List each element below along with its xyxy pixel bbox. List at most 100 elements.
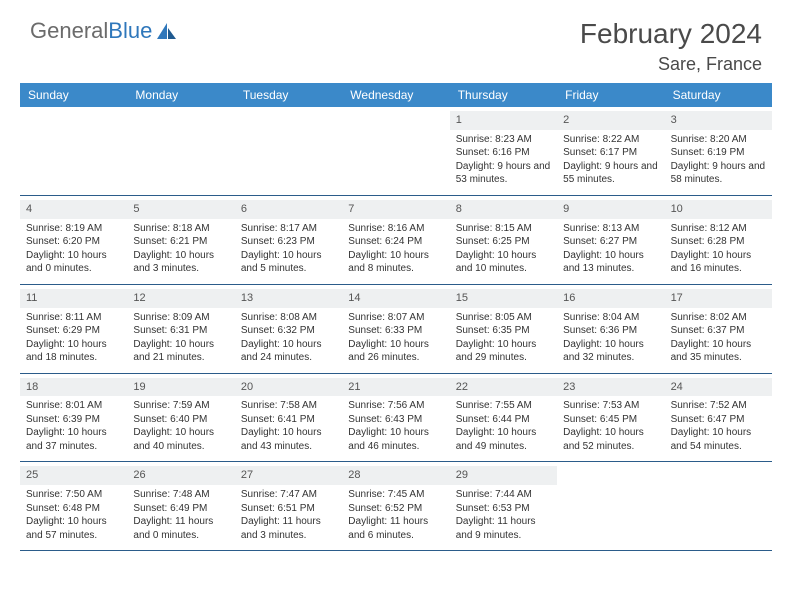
sunset-text: Sunset: 6:17 PM	[563, 146, 658, 160]
day-number: 16	[557, 289, 664, 308]
sunrise-text: Sunrise: 7:48 AM	[133, 488, 228, 502]
day-number: 19	[127, 378, 234, 397]
sunrise-text: Sunrise: 7:52 AM	[671, 399, 766, 413]
sunset-text: Sunset: 6:19 PM	[671, 146, 766, 160]
logo-word2: Blue	[108, 18, 152, 44]
week-row: 11 Sunrise: 8:11 AMSunset: 6:29 PM Dayligh…	[20, 285, 772, 374]
day-cell: 20 Sunrise: 7:58 AMSunset: 6:41 PMDayligh…	[235, 374, 342, 462]
logo-sail-icon	[156, 22, 178, 40]
daylight-text: Daylight: 9 hours and 55 minutes.	[563, 160, 658, 187]
daylight-text: Daylight: 10 hours and 24 minutes.	[241, 338, 336, 365]
daylight-text: Daylight: 10 hours and 16 minutes.	[671, 249, 766, 276]
day-cell: 16Sunrise: 8:04 AMSunset: 6:36 PMDayligh…	[557, 285, 664, 373]
day-number: 10	[665, 200, 772, 219]
sunrise-text: Sunrise: 7:50 AM	[26, 488, 121, 502]
day-number: 23	[557, 378, 664, 397]
day-number: 29	[450, 466, 557, 485]
logo-word1: General	[30, 18, 108, 44]
day-cell: 7Sunrise: 8:16 AMSunset: 6:24 PMDaylight…	[342, 196, 449, 284]
day-header-mon: Monday	[127, 83, 234, 107]
daylight-text: Daylight: 10 hours and 43 minutes.	[241, 426, 336, 453]
sunset-text: Sunset: 6:21 PM	[133, 235, 228, 249]
day-number: 9	[557, 200, 664, 219]
sunset-text: Sunset: 6:24 PM	[348, 235, 443, 249]
day-number: 14	[342, 289, 449, 308]
sunset-text: Sunset: 6:49 PM	[133, 502, 228, 516]
day-number: 12	[127, 289, 234, 308]
day-cell	[342, 107, 449, 195]
sunrise-text: Sunrise: 8:08 AM	[241, 311, 336, 325]
sunrise-text: Sunrise: 8:20 AM	[671, 133, 766, 147]
sunset-text: Sunset: 6:39 PM	[26, 413, 121, 427]
day-cell	[127, 107, 234, 195]
day-cell: 3Sunrise: 8:20 AMSunset: 6:19 PMDaylight…	[665, 107, 772, 195]
sunset-text: Sunset: 6:40 PM	[133, 413, 228, 427]
week-row: 25Sunrise: 7:50 AMSunset: 6:48 PMDayligh…	[20, 462, 772, 551]
day-cell: 28Sunrise: 7:45 AMSunset: 6:52 PMDayligh…	[342, 462, 449, 550]
calendar: Sunday Monday Tuesday Wednesday Thursday…	[20, 83, 772, 551]
day-cell	[235, 107, 342, 195]
title-block: February 2024 Sare, France	[580, 18, 762, 75]
week-row: 1Sunrise: 8:23 AMSunset: 6:16 PMDaylight…	[20, 107, 772, 196]
daylight-text: Daylight: 10 hours and 49 minutes.	[456, 426, 551, 453]
day-cell: 26 Sunrise: 7:48 AMSunset: 6:49 PMDayligh…	[127, 462, 234, 550]
logo: GeneralBlue	[30, 18, 178, 44]
sunrise-text: Sunrise: 7:56 AM	[348, 399, 443, 413]
sunset-text: Sunset: 6:28 PM	[671, 235, 766, 249]
day-cell: 15Sunrise: 8:05 AMSunset: 6:35 PMDayligh…	[450, 285, 557, 373]
day-cell: 18 Sunrise: 8:01 AMSunset: 6:39 PMDayligh…	[20, 374, 127, 462]
daylight-text: Daylight: 10 hours and 3 minutes.	[133, 249, 228, 276]
month-title: February 2024	[580, 18, 762, 50]
daylight-text: Daylight: 9 hours and 58 minutes.	[671, 160, 766, 187]
sunset-text: Sunset: 6:31 PM	[133, 324, 228, 338]
day-cell: 12Sunrise: 8:09 AMSunset: 6:31 PMDayligh…	[127, 285, 234, 373]
sunrise-text: Sunrise: 8:19 AM	[26, 222, 121, 236]
day-number: 15	[450, 289, 557, 308]
sunrise-text: Sunrise: 7:44 AM	[456, 488, 551, 502]
day-number: 25	[20, 466, 127, 485]
daylight-text: Daylight: 10 hours and 0 minutes.	[26, 249, 121, 276]
sunset-text: Sunset: 6:16 PM	[456, 146, 551, 160]
sunrise-text: Sunrise: 8:09 AM	[133, 311, 228, 325]
sunset-text: Sunset: 6:41 PM	[241, 413, 336, 427]
day-number: 8	[450, 200, 557, 219]
day-header-tue: Tuesday	[235, 83, 342, 107]
sunrise-text: Sunrise: 8:12 AM	[671, 222, 766, 236]
day-cell	[665, 462, 772, 550]
sunset-text: Sunset: 6:48 PM	[26, 502, 121, 516]
sunrise-text: Sunrise: 8:11 AM	[26, 311, 121, 325]
sunrise-text: Sunrise: 8:18 AM	[133, 222, 228, 236]
sunrise-text: Sunrise: 8:13 AM	[563, 222, 658, 236]
day-cell: 24Sunrise: 7:52 AMSunset: 6:47 PMDayligh…	[665, 374, 772, 462]
daylight-text: Daylight: 10 hours and 10 minutes.	[456, 249, 551, 276]
daylight-text: Daylight: 10 hours and 5 minutes.	[241, 249, 336, 276]
sunset-text: Sunset: 6:25 PM	[456, 235, 551, 249]
daylight-text: Daylight: 10 hours and 40 minutes.	[133, 426, 228, 453]
week-row: 18Sunrise: 8:01 AMSunset: 6:39 PMDayligh…	[20, 374, 772, 463]
day-number: 18	[20, 378, 127, 397]
day-number: 20	[235, 378, 342, 397]
daylight-text: Daylight: 11 hours and 0 minutes.	[133, 515, 228, 542]
sunrise-text: Sunrise: 7:58 AM	[241, 399, 336, 413]
sunrise-text: Sunrise: 8:01 AM	[26, 399, 121, 413]
sunset-text: Sunset: 6:29 PM	[26, 324, 121, 338]
daylight-text: Daylight: 10 hours and 57 minutes.	[26, 515, 121, 542]
day-number: 26	[127, 466, 234, 485]
sunrise-text: Sunrise: 7:53 AM	[563, 399, 658, 413]
sunset-text: Sunset: 6:20 PM	[26, 235, 121, 249]
day-number: 11	[20, 289, 127, 308]
day-number: 17	[665, 289, 772, 308]
sunset-text: Sunset: 6:53 PM	[456, 502, 551, 516]
sunset-text: Sunset: 6:44 PM	[456, 413, 551, 427]
daylight-text: Daylight: 10 hours and 54 minutes.	[671, 426, 766, 453]
sunset-text: Sunset: 6:27 PM	[563, 235, 658, 249]
day-cell: 2Sunrise: 8:22 AMSunset: 6:17 PMDaylight…	[557, 107, 664, 195]
day-header-wed: Wednesday	[342, 83, 449, 107]
day-cell: 17Sunrise: 8:02 AMSunset: 6:37 PMDayligh…	[665, 285, 772, 373]
sunset-text: Sunset: 6:37 PM	[671, 324, 766, 338]
day-header-thu: Thursday	[450, 83, 557, 107]
sunset-text: Sunset: 6:47 PM	[671, 413, 766, 427]
day-number: 22	[450, 378, 557, 397]
day-number: 1	[450, 111, 557, 130]
daylight-text: Daylight: 10 hours and 37 minutes.	[26, 426, 121, 453]
